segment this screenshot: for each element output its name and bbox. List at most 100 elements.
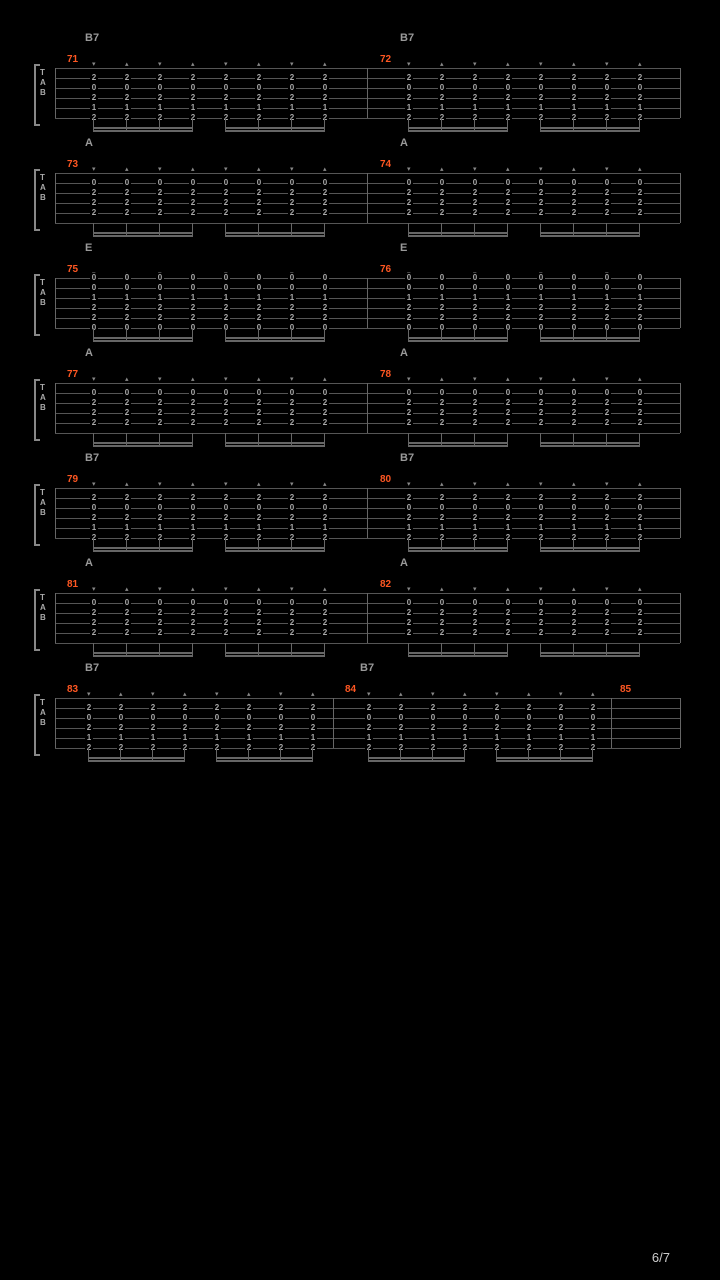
- fret-number: 0: [90, 388, 98, 398]
- beam: [408, 655, 507, 657]
- chord-column: ▾20212: [222, 485, 230, 540]
- chord-column: ▴0222: [321, 170, 329, 225]
- fret-number: 2: [537, 618, 545, 628]
- chord-column: ▾0222: [471, 380, 479, 435]
- strum-arrow-icon: ▾: [407, 585, 411, 589]
- fret-number: 0: [636, 323, 644, 333]
- fret-number: 0: [570, 178, 578, 188]
- fret-number: 2: [405, 608, 413, 618]
- fret-number: 2: [156, 513, 164, 523]
- tab-clef: TAB: [40, 698, 45, 728]
- fret-number: 2: [222, 73, 230, 83]
- fret-number: 2: [85, 703, 93, 713]
- strum-arrow-icon: ▴: [125, 480, 129, 484]
- chord-column: ▴20212: [245, 695, 253, 750]
- beam: [93, 127, 192, 129]
- note-stem: [324, 538, 325, 552]
- chord-column: ▾0222: [603, 590, 611, 645]
- chord-column: ▴0222: [504, 380, 512, 435]
- fret-number: 0: [504, 178, 512, 188]
- beam: [540, 547, 639, 549]
- fret-number: 2: [438, 398, 446, 408]
- strum-arrow-icon: ▴: [572, 480, 576, 484]
- chord-column: ▾0222: [603, 170, 611, 225]
- chord-column: ▾0222: [537, 170, 545, 225]
- fret-number: 2: [471, 73, 479, 83]
- fret-number: 1: [123, 523, 131, 533]
- fret-number: 2: [156, 188, 164, 198]
- strum-arrow-icon: ▴: [257, 585, 261, 589]
- tab-clef: TAB: [40, 173, 45, 203]
- fret-number: 2: [222, 608, 230, 618]
- fret-number: 0: [603, 273, 611, 283]
- chord-column: ▾20212: [603, 65, 611, 120]
- fret-number: 2: [636, 73, 644, 83]
- chord-column: ▾0222: [90, 380, 98, 435]
- fret-number: 2: [570, 628, 578, 638]
- chord-column: ▾0222: [537, 380, 545, 435]
- fret-number: 0: [504, 83, 512, 93]
- fret-number: 2: [570, 533, 578, 543]
- fret-number: 2: [189, 313, 197, 323]
- fret-number: 0: [471, 83, 479, 93]
- chord-column: ▾0222: [222, 590, 230, 645]
- fret-number: 0: [537, 178, 545, 188]
- chord-column: ▾20212: [405, 485, 413, 540]
- strum-arrow-icon: ▴: [638, 60, 642, 64]
- fret-number: 2: [222, 398, 230, 408]
- strum-arrow-icon: ▾: [224, 60, 228, 64]
- fret-number: 2: [255, 303, 263, 313]
- measure-number: 78: [380, 369, 391, 380]
- strum-arrow-icon: ▾: [92, 165, 96, 169]
- fret-number: 2: [123, 408, 131, 418]
- chord-column: ▴0222: [123, 380, 131, 435]
- fret-number: 0: [123, 283, 131, 293]
- note-stem: [507, 433, 508, 447]
- fret-number: 1: [570, 293, 578, 303]
- chord-column: ▴20212: [636, 485, 644, 540]
- strum-arrow-icon: ▴: [399, 690, 403, 694]
- fret-number: 0: [255, 598, 263, 608]
- fret-number: 2: [288, 303, 296, 313]
- note-stem: [324, 118, 325, 132]
- chord-column: ▴20212: [504, 485, 512, 540]
- strum-arrow-icon: ▾: [539, 480, 543, 484]
- strum-arrow-icon: ▾: [605, 375, 609, 379]
- fret-number: 0: [90, 598, 98, 608]
- chord-label: A: [85, 347, 93, 359]
- measure-number: 74: [380, 159, 391, 170]
- barline: [333, 698, 334, 748]
- beam: [408, 547, 507, 549]
- fret-number: 1: [525, 733, 533, 743]
- chord-column: ▴20212: [570, 65, 578, 120]
- strum-arrow-icon: ▴: [572, 60, 576, 64]
- fret-number: 0: [117, 713, 125, 723]
- fret-number: 2: [156, 618, 164, 628]
- note-stem: [639, 433, 640, 447]
- fret-number: 1: [90, 523, 98, 533]
- chord-column: ▴0222: [504, 590, 512, 645]
- beam: [540, 337, 639, 339]
- strum-arrow-icon: ▴: [257, 165, 261, 169]
- fret-number: 0: [471, 283, 479, 293]
- fret-number: 1: [245, 733, 253, 743]
- fret-number: 0: [309, 713, 317, 723]
- fret-number: 2: [471, 418, 479, 428]
- chord-column: ▾20212: [149, 695, 157, 750]
- strum-arrow-icon: ▴: [257, 60, 261, 64]
- strum-arrow-icon: ▾: [290, 165, 294, 169]
- chord-column: ▾0222: [288, 380, 296, 435]
- fret-number: 2: [603, 113, 611, 123]
- chord-column: ▾0222: [156, 590, 164, 645]
- chord-column: ▾001220: [90, 275, 98, 330]
- chord-column: ▾001220: [156, 275, 164, 330]
- fret-number: 1: [255, 293, 263, 303]
- chord-column: ▴0222: [189, 170, 197, 225]
- fret-number: 0: [288, 283, 296, 293]
- fret-number: 2: [321, 398, 329, 408]
- fret-number: 2: [222, 513, 230, 523]
- fret-number: 1: [603, 523, 611, 533]
- fret-number: 1: [255, 103, 263, 113]
- fret-number: 2: [277, 723, 285, 733]
- strum-arrow-icon: ▾: [158, 480, 162, 484]
